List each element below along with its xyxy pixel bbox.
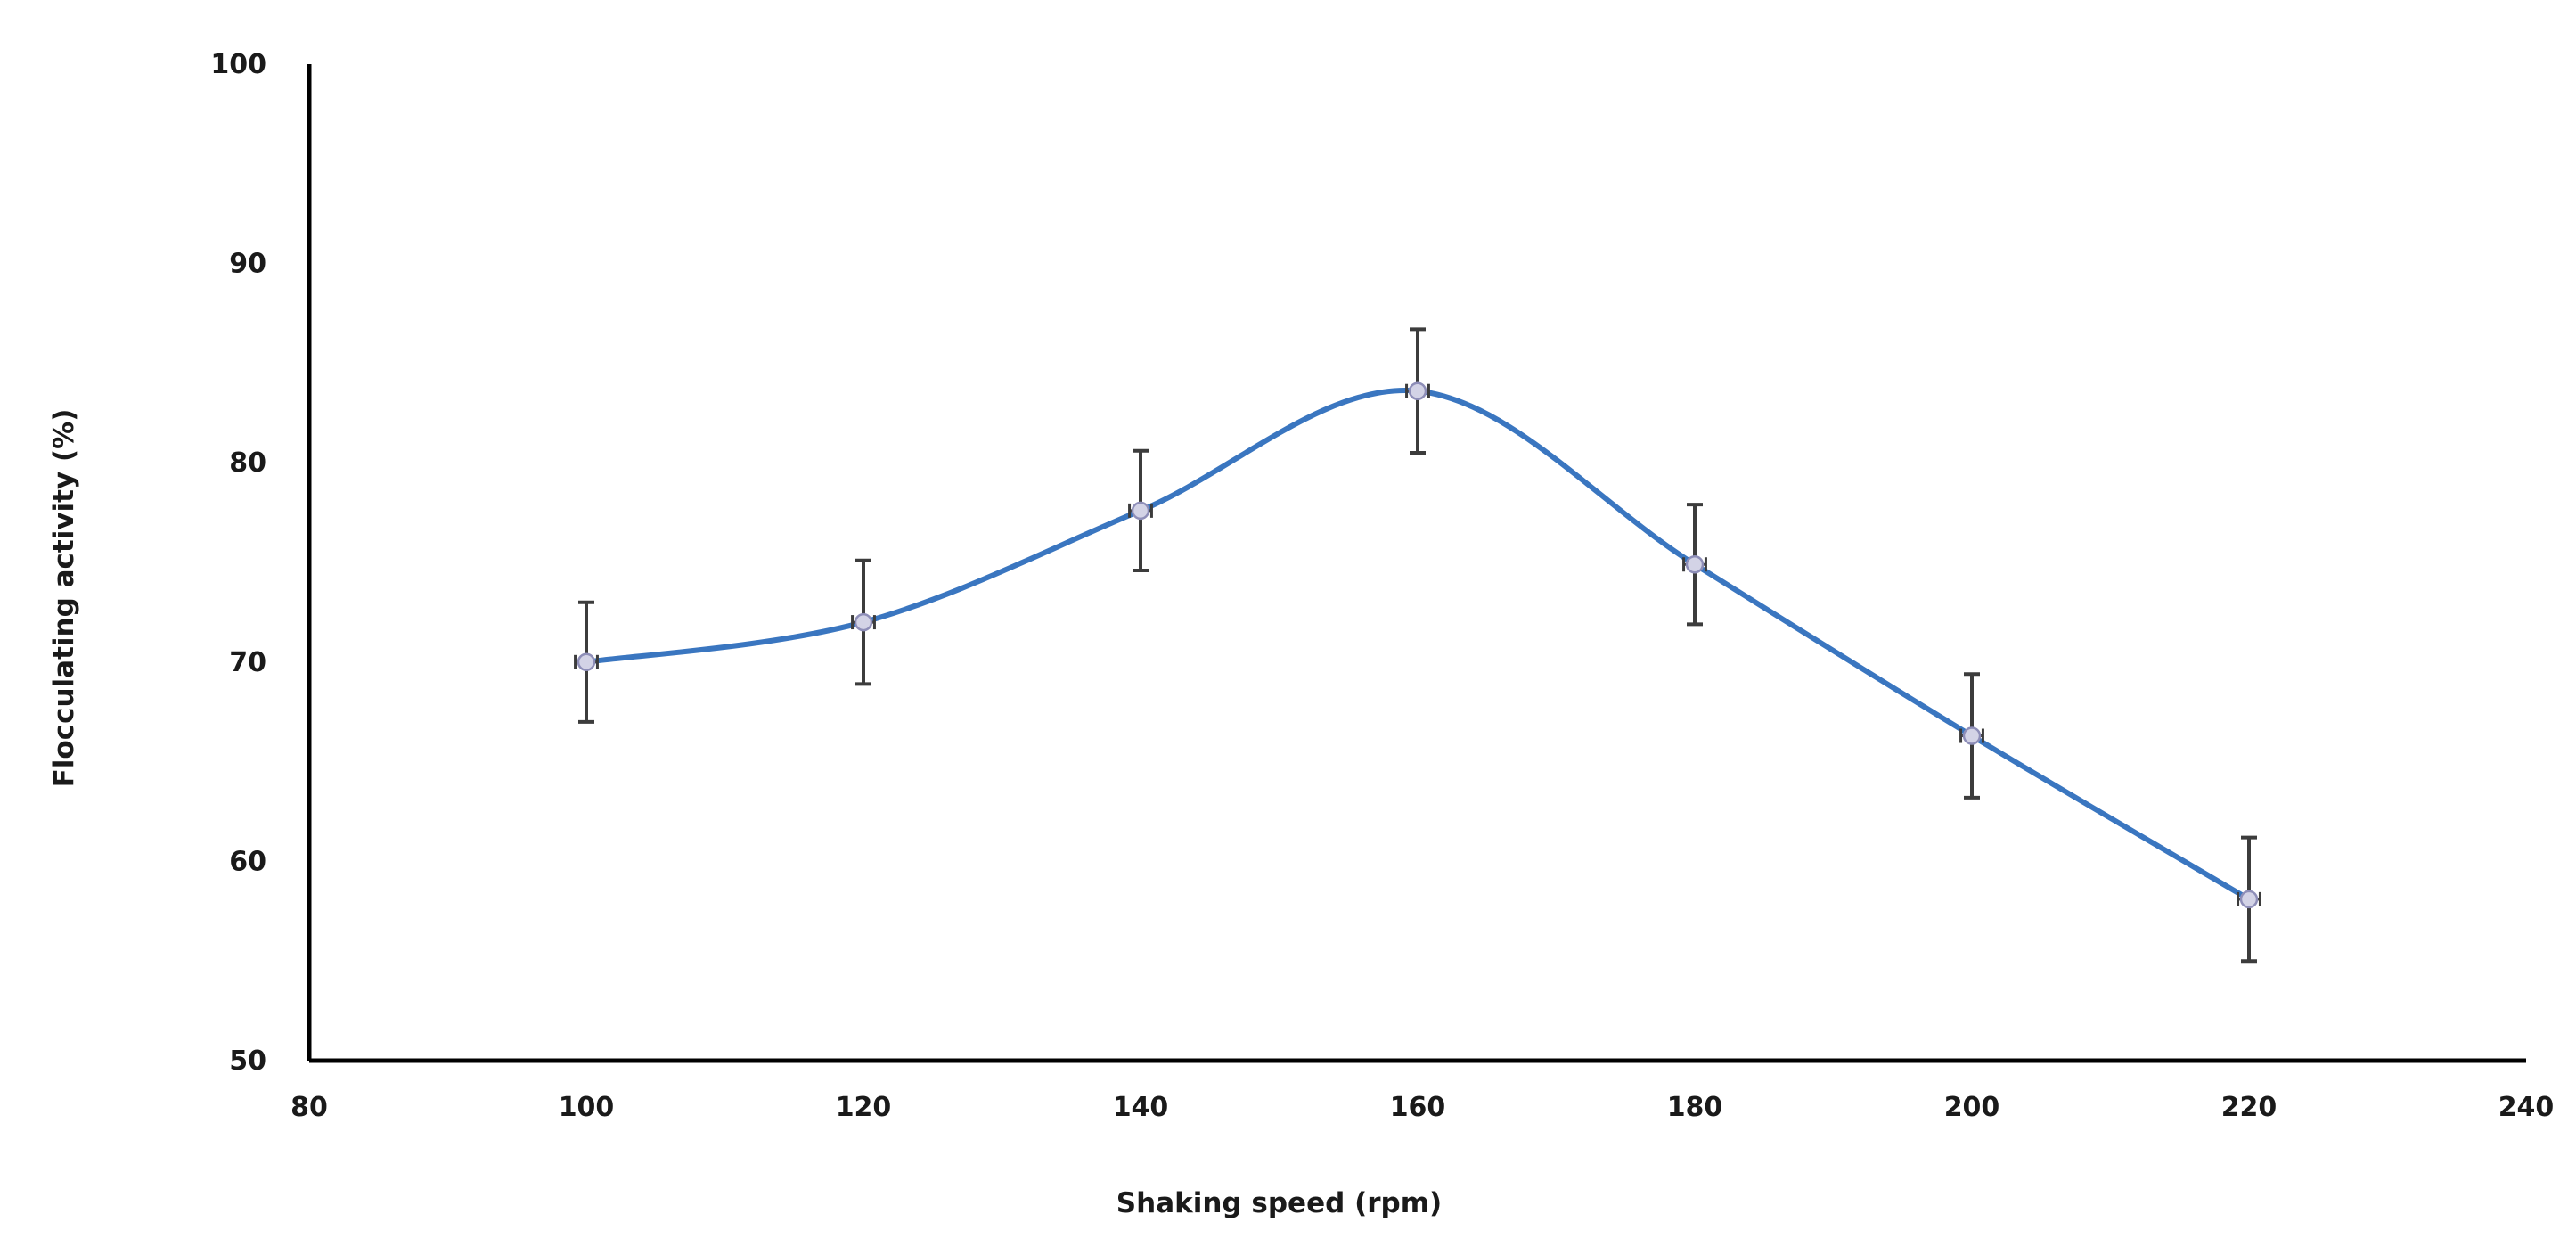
- x-tick-label: 200: [1944, 1092, 2000, 1123]
- data-points: [577, 381, 2259, 909]
- y-tick-label: 90: [229, 249, 266, 280]
- data-point: [1962, 726, 1982, 745]
- y-tick-label: 70: [229, 647, 266, 678]
- y-tick-label: 50: [229, 1046, 266, 1077]
- x-tick-label: 180: [1667, 1092, 1723, 1123]
- x-tick-label: 120: [836, 1092, 892, 1123]
- data-point: [1685, 554, 1705, 574]
- data-point: [2239, 890, 2259, 909]
- x-tick-label: 220: [2221, 1092, 2278, 1123]
- x-axis-title: Shaking speed (rpm): [1116, 1187, 1442, 1219]
- y-axis-ticks: 50 60 70 80 90 100: [210, 49, 266, 1077]
- y-axis-title: Flocculating activity (%): [48, 409, 80, 788]
- y-tick-label: 60: [229, 846, 266, 877]
- data-point: [1408, 381, 1427, 400]
- x-tick-label: 100: [559, 1092, 615, 1123]
- error-bars: [574, 327, 2261, 964]
- x-axis-ticks: 80 100 120 140 160 180 200 220 240: [290, 1092, 2554, 1123]
- y-tick-label: 100: [210, 49, 266, 80]
- data-point: [1131, 501, 1150, 521]
- x-tick-label: 80: [290, 1092, 328, 1123]
- series-line: [584, 388, 2252, 902]
- x-tick-label: 140: [1113, 1092, 1169, 1123]
- data-point: [854, 612, 873, 632]
- data-point: [577, 652, 596, 672]
- x-tick-label: 240: [2498, 1092, 2555, 1123]
- y-tick-label: 80: [229, 447, 266, 479]
- x-tick-label: 160: [1390, 1092, 1446, 1123]
